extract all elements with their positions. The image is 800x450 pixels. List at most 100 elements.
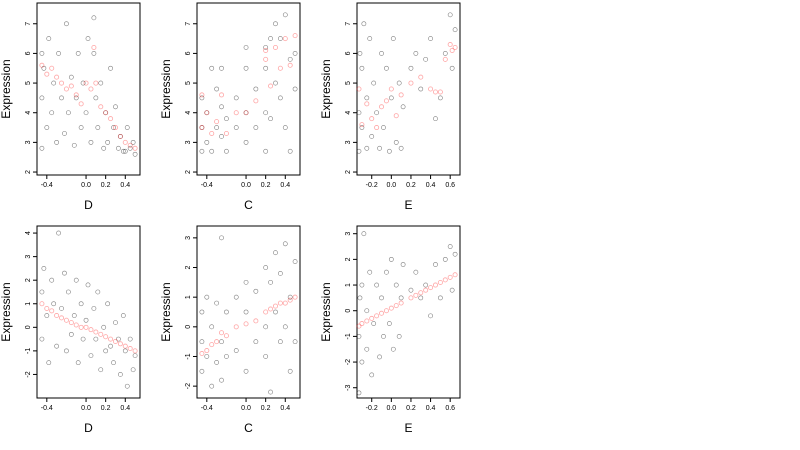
observed-point xyxy=(85,36,91,41)
fitted-point xyxy=(356,323,362,329)
observed-point xyxy=(268,389,273,395)
fitted-point xyxy=(418,74,424,80)
observed-point xyxy=(64,21,69,27)
fitted-point xyxy=(199,351,205,357)
observed-point xyxy=(78,301,84,307)
fitted-point xyxy=(199,92,205,98)
observed-point xyxy=(356,148,362,154)
observed-point xyxy=(120,148,126,154)
fitted-point xyxy=(103,110,109,116)
fitted-point xyxy=(103,334,109,340)
observed-point xyxy=(98,367,104,373)
observed-point xyxy=(73,277,79,283)
observed-point xyxy=(356,110,362,116)
y-axis-title: Expression xyxy=(159,59,173,118)
fitted-point xyxy=(383,98,389,104)
fitted-point xyxy=(63,86,69,92)
observed-point xyxy=(101,145,107,151)
y-tick-label: 2 xyxy=(345,170,352,174)
fitted-point xyxy=(233,324,239,330)
observed-point xyxy=(88,353,94,358)
fitted-point xyxy=(428,285,434,291)
fitted-point xyxy=(282,300,288,306)
observed-series xyxy=(356,231,458,396)
observed-point xyxy=(64,348,69,354)
observed-point xyxy=(101,324,107,330)
fitted-point xyxy=(253,318,259,324)
observed-point xyxy=(224,148,229,154)
observed-point xyxy=(224,116,229,122)
observed-point xyxy=(209,65,215,71)
observed-point xyxy=(292,259,298,264)
observed-point xyxy=(68,331,74,337)
observed-point xyxy=(80,80,86,86)
observed-point xyxy=(73,95,79,101)
fitted-point xyxy=(117,133,123,139)
fitted-point xyxy=(364,101,370,107)
observed-point xyxy=(113,320,118,326)
fitted-point xyxy=(39,301,45,307)
x-axis-title: D xyxy=(84,421,93,435)
fitted-point xyxy=(78,324,84,330)
y-tick-label: -1 xyxy=(345,333,352,339)
observed-point xyxy=(105,139,111,145)
observed-point xyxy=(371,80,377,86)
fitted-point xyxy=(93,329,99,335)
observed-point xyxy=(447,244,453,249)
observed-point xyxy=(219,377,224,383)
observed-point xyxy=(75,360,81,366)
fitted-point xyxy=(447,274,453,280)
observed-point xyxy=(95,289,101,295)
plot-frame xyxy=(36,225,141,399)
fitted-point xyxy=(223,130,229,136)
fitted-point xyxy=(59,80,65,86)
observed-point xyxy=(379,295,384,301)
observed-point xyxy=(364,95,370,101)
panel-1-3: -0.2 0.0 0.2 0.4 0.6 2 3 4 5 6 7 E Expression xyxy=(319,2,461,212)
fitted-point xyxy=(209,342,215,348)
fitted-point xyxy=(68,320,74,326)
observed-point xyxy=(408,65,414,71)
x-tick-label: -0.2 xyxy=(366,405,378,412)
observed-point xyxy=(243,110,249,116)
fitted-point xyxy=(199,125,205,131)
fitted-point xyxy=(223,333,229,339)
observed-point xyxy=(130,139,136,145)
panel-2-1: -0.4 0.0 0.2 0.4 -2 -1 0 1 2 3 4 D Expression xyxy=(0,225,141,435)
observed-point xyxy=(386,321,392,326)
observed-point xyxy=(51,80,57,86)
observed-point xyxy=(437,95,443,101)
observed-point xyxy=(209,324,215,330)
observed-point xyxy=(46,36,52,41)
fitted-point xyxy=(287,297,293,303)
observed-point xyxy=(408,287,414,293)
y-tick-label: 4 xyxy=(25,231,32,235)
observed-series xyxy=(356,12,458,154)
observed-point xyxy=(253,339,259,345)
y-axis-title: Expression xyxy=(0,282,13,341)
fitted-point xyxy=(287,62,293,68)
fitted-point xyxy=(44,305,50,311)
x-axis-title: E xyxy=(404,421,412,435)
fitted-point xyxy=(408,80,414,86)
observed-point xyxy=(243,45,249,50)
observed-point xyxy=(357,51,363,56)
x-axis-title: C xyxy=(244,421,253,435)
observed-point xyxy=(71,142,77,148)
observed-point xyxy=(452,251,458,257)
observed-point xyxy=(371,321,377,326)
plot-frame xyxy=(196,225,301,399)
fitted-point xyxy=(108,116,114,122)
fitted-point xyxy=(204,348,210,354)
fitted-point xyxy=(432,89,438,95)
observed-point xyxy=(214,86,220,92)
y-axis-title: Expression xyxy=(319,282,333,341)
observed-point xyxy=(41,65,47,71)
observed-point xyxy=(398,145,404,151)
fitted-point xyxy=(243,110,249,116)
y-tick-label: 2 xyxy=(185,170,192,174)
observed-point xyxy=(233,294,239,300)
observed-point xyxy=(273,21,278,27)
fitted-point xyxy=(388,305,394,311)
observed-series xyxy=(199,12,298,154)
